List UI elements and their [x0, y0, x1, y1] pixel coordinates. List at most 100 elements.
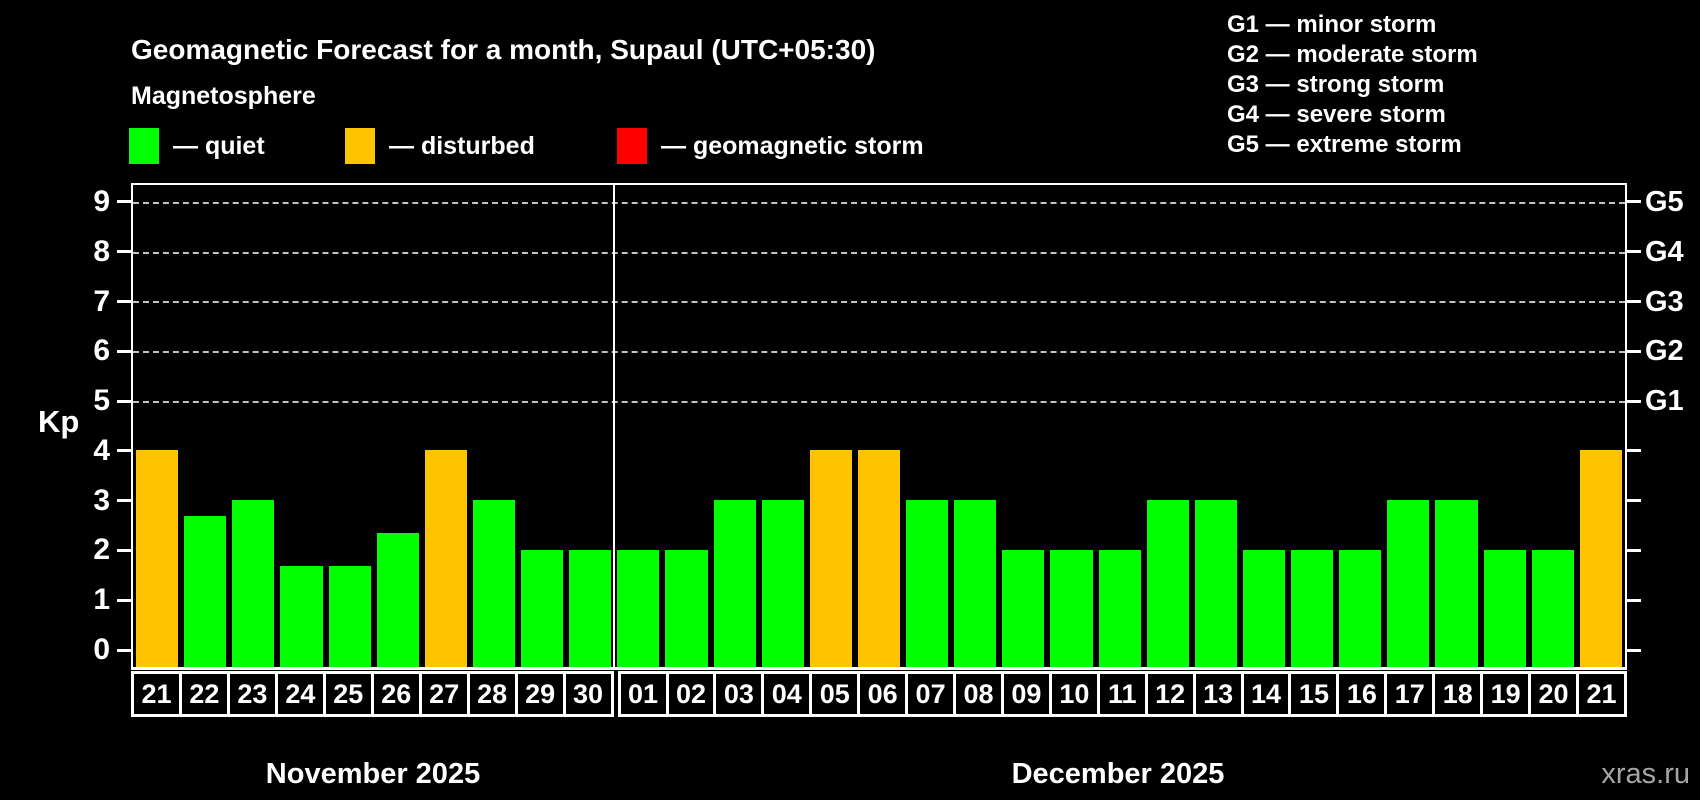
- g-scale-axis-label-g1: G1: [1645, 385, 1684, 418]
- day-label-cell: 12: [1144, 671, 1196, 717]
- legend-item-quiet: — quiet: [129, 128, 265, 164]
- kp-bar-day-09: [1002, 549, 1045, 667]
- day-label-cell: 30: [562, 671, 614, 717]
- y-axis-tick-label: 0: [93, 633, 110, 667]
- gridline-kp6: [133, 350, 1625, 353]
- kp-bar-day-22: [184, 516, 227, 667]
- day-label-cell: 15: [1288, 671, 1340, 717]
- g-scale-legend-line: G4 — severe storm: [1227, 101, 1446, 128]
- kp-bar-day-05: [809, 450, 852, 667]
- kp-bar-day-17: [1387, 500, 1430, 667]
- kp-axis-label: Kp: [38, 404, 80, 439]
- day-label-cell: 22: [178, 671, 230, 717]
- day-label-cell: 28: [466, 671, 518, 717]
- kp-bar-day-11: [1098, 549, 1141, 667]
- y-axis-tick-left: [117, 449, 131, 453]
- y-axis-tick-left: [117, 349, 131, 353]
- day-label-group-november: 21 22 23 24 25 26 27 28 29 30: [131, 671, 614, 717]
- kp-bar-day-13: [1194, 500, 1237, 667]
- y-axis-tick-right: [1627, 300, 1641, 304]
- g-scale-axis-label-g5: G5: [1645, 185, 1684, 218]
- kp-bar-day-14: [1242, 549, 1286, 667]
- legend-item-label: — quiet: [173, 131, 265, 160]
- kp-bar-day-08: [954, 500, 997, 667]
- day-label-cell: 20: [1528, 671, 1580, 717]
- kp-bar-day-07: [906, 500, 949, 667]
- y-axis-tick-label: 1: [93, 583, 110, 617]
- day-label-cell: 23: [226, 671, 278, 717]
- gridline-kp7: [133, 301, 1625, 304]
- g-scale-legend-line: G1 — minor storm: [1227, 11, 1437, 38]
- plot-inner: [133, 185, 1625, 667]
- y-axis-tick-left: [117, 499, 131, 503]
- legend-item-disturbed: — disturbed: [345, 128, 535, 164]
- y-axis-tick-right: [1627, 598, 1641, 602]
- watermark: xras.ru: [1601, 758, 1690, 790]
- y-axis-tick-left: [117, 200, 131, 204]
- gridline-kp5: [133, 400, 1625, 403]
- legend-item-label: — geomagnetic storm: [661, 131, 924, 160]
- y-axis-tick-right: [1627, 399, 1641, 403]
- kp-bar-day-23: [232, 500, 275, 667]
- day-label-cell: 03: [713, 671, 765, 717]
- plot-area: [131, 183, 1627, 670]
- day-label-cell: 25: [322, 671, 374, 717]
- y-axis-tick-label: 7: [93, 284, 110, 318]
- g-scale-legend-line: G3 — strong storm: [1227, 71, 1445, 98]
- kp-bar-day-12: [1146, 500, 1189, 667]
- kp-bar-day-27: [424, 450, 467, 667]
- kp-bar-day-30: [569, 549, 612, 667]
- kp-bar-day-28: [472, 500, 516, 667]
- y-axis-tick-label: 8: [93, 234, 110, 268]
- y-axis-tick-left: [117, 648, 131, 652]
- day-label-group-december: 01 02 03 04 05 06 07 08 09 10 11 12 13 14 15 16 17 18 19 20…: [617, 671, 1627, 717]
- y-axis-tick-right: [1627, 548, 1641, 552]
- kp-bar-day-10: [1050, 549, 1093, 667]
- y-axis-tick-right: [1627, 200, 1641, 204]
- day-label-cell: 08: [953, 671, 1004, 717]
- kp-bar-day-21: [136, 450, 179, 667]
- y-axis-tick-right: [1627, 349, 1641, 353]
- day-label-cell: 09: [1000, 671, 1052, 717]
- legend-item-geomagnetic-storm: — geomagnetic storm: [617, 128, 924, 164]
- y-axis-tick-label: 3: [93, 483, 110, 517]
- gridline-kp9: [133, 201, 1625, 204]
- day-label-cell: 01: [617, 671, 669, 717]
- day-label-cell: 17: [1384, 671, 1436, 717]
- y-axis-tick-left: [117, 598, 131, 602]
- day-label-cell: 14: [1240, 671, 1292, 717]
- geomagnetic-storm-swatch: [617, 128, 647, 164]
- day-label-cell: 16: [1336, 671, 1388, 717]
- y-axis-tick-left: [117, 399, 131, 403]
- kp-bar-day-25: [328, 566, 371, 667]
- day-label-cell: 18: [1432, 671, 1484, 717]
- disturbed-swatch: [345, 128, 375, 164]
- month-label-december: December 2025: [1011, 758, 1225, 790]
- g-scale-axis-label-g3: G3: [1645, 285, 1684, 318]
- quiet-swatch: [129, 128, 159, 164]
- condition-color-legend: — quiet — disturbed — geomagnetic storm: [0, 128, 1100, 168]
- kp-bar-day-18: [1435, 500, 1478, 667]
- y-axis-tick-left: [117, 250, 131, 254]
- day-label-cell: 26: [370, 671, 422, 717]
- g-scale-axis-label-g4: G4: [1645, 235, 1684, 268]
- g-scale-legend-line: G5 — extreme storm: [1227, 131, 1462, 158]
- month-separator-line: [613, 185, 616, 667]
- day-label-cell: 27: [418, 671, 470, 717]
- kp-bar-day-29: [521, 549, 564, 667]
- day-label-cell: 13: [1192, 671, 1244, 717]
- month-label-november: November 2025: [265, 758, 481, 790]
- y-axis-tick-right: [1627, 499, 1641, 503]
- day-label-cell: 29: [514, 671, 566, 717]
- day-label-cell: 06: [857, 671, 909, 717]
- y-axis-tick-label: 5: [93, 384, 110, 418]
- day-label-cell: 24: [274, 671, 326, 717]
- kp-bar-day-19: [1483, 549, 1526, 667]
- kp-bar-day-02: [665, 549, 708, 667]
- kp-bar-day-20: [1531, 549, 1574, 667]
- page-title: Geomagnetic Forecast for a month, Supaul…: [131, 34, 876, 65]
- y-axis-tick-left: [117, 300, 131, 304]
- kp-bar-day-04: [761, 500, 804, 667]
- y-axis-tick-label: 4: [93, 433, 110, 467]
